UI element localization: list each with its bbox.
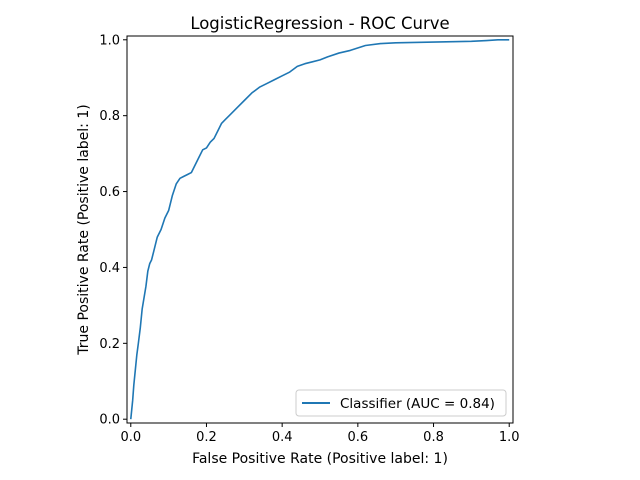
x-tick-label: 0.6 [347, 430, 368, 445]
y-tick-label: 0.6 [99, 185, 120, 200]
x-tick-label: 0.8 [423, 430, 444, 445]
y-tick-label: 0.4 [99, 261, 120, 276]
x-tick-label: 0.0 [120, 430, 141, 445]
x-tick-label: 1.0 [499, 430, 520, 445]
x-tick-label: 0.2 [196, 430, 217, 445]
legend: Classifier (AUC = 0.84) [295, 389, 507, 417]
plot-area [126, 35, 514, 424]
y-tick-label: 0.2 [99, 337, 120, 352]
legend-label: Classifier (AUC = 0.84) [340, 396, 495, 412]
y-tick-label: 0.0 [99, 413, 120, 428]
y-tick-label: 0.8 [99, 109, 120, 124]
y-axis-ticks: 0.0 0.2 0.4 0.6 0.8 1.0 [99, 33, 127, 428]
y-tick-label: 1.0 [99, 33, 120, 48]
axes-frame [126, 35, 514, 424]
x-axis-ticks: 0.0 0.2 0.4 0.6 0.8 1.0 [120, 423, 520, 445]
roc-curve-line [129, 38, 510, 420]
y-axis-label: True Positive Rate (Positive label: 1) [76, 104, 92, 355]
chart-title: LogisticRegression - ROC Curve [190, 14, 449, 33]
x-axis-label: False Positive Rate (Positive label: 1) [192, 451, 448, 467]
legend-box [295, 389, 507, 417]
x-tick-label: 0.4 [272, 430, 293, 445]
